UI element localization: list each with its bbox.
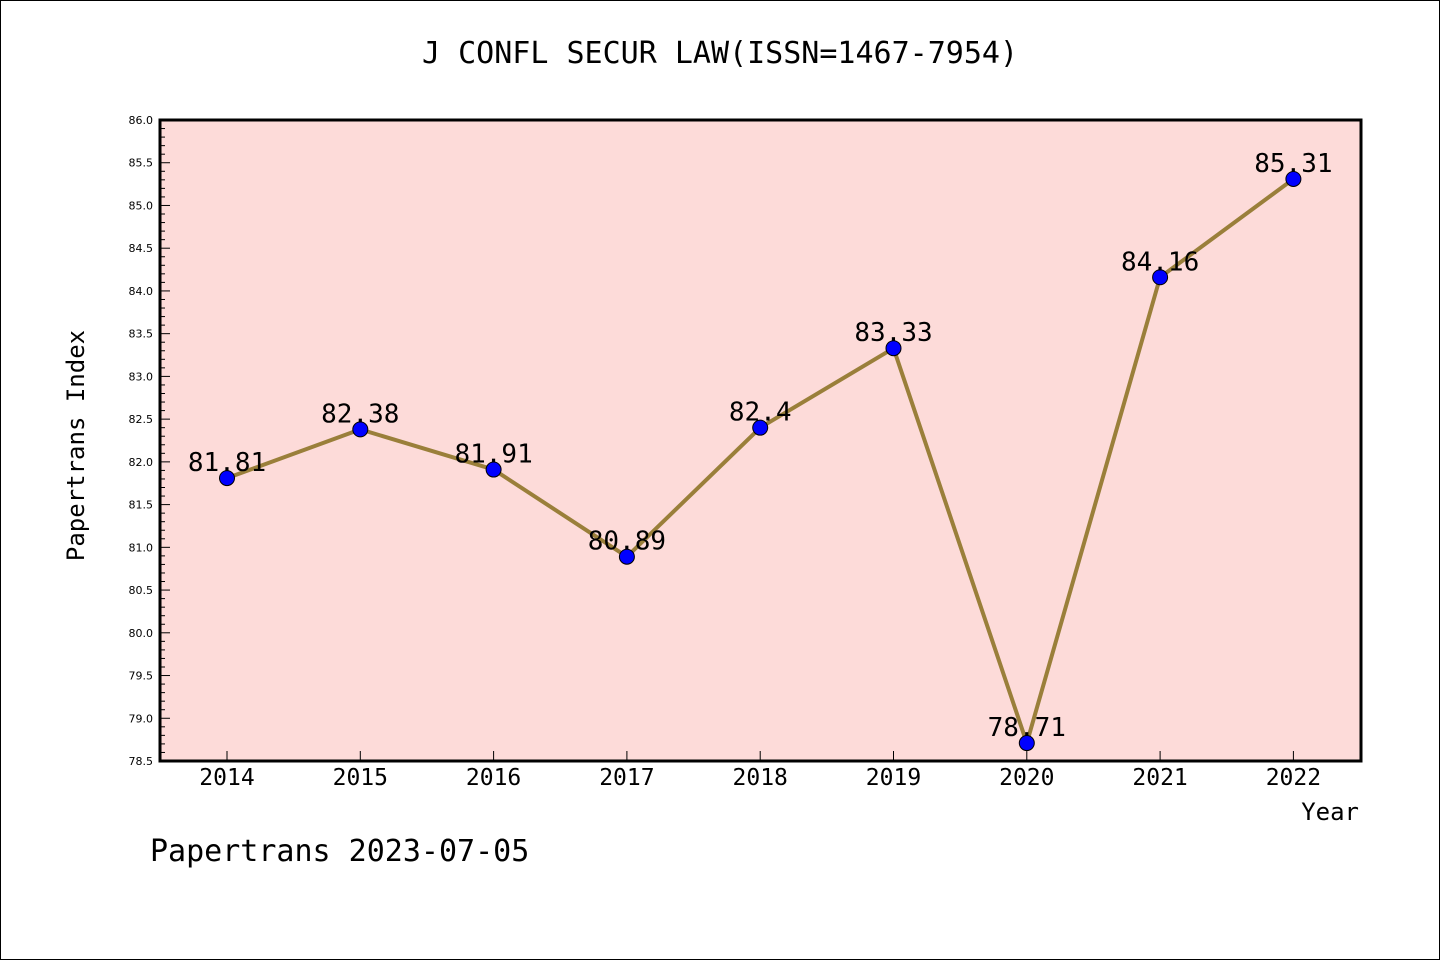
y-tick-label: 85.0 [129, 199, 154, 212]
y-tick-label: 83.0 [129, 370, 154, 383]
data-label: 81.81 [188, 448, 266, 478]
x-tick-label: 2016 [466, 765, 521, 791]
data-labels: 81.81 82.38 81.91 80.89 82.4 83.33 78.71 84.16 8… [188, 149, 1333, 743]
data-label: 81.91 [454, 440, 532, 470]
data-markers [219, 170, 1302, 752]
y-tick-label: 80.0 [129, 627, 154, 640]
data-label: 80.89 [588, 527, 666, 557]
data-point [485, 461, 502, 478]
y-tick-label: 79.5 [129, 670, 154, 683]
y-tick-label: 82.0 [129, 456, 154, 469]
y-tick-label: 86.0 [129, 114, 154, 127]
data-label: 82.4 [729, 398, 792, 428]
chart-title: J CONFL SECUR LAW(ISSN=1467-7954) [421, 36, 1019, 71]
data-label: 83.33 [854, 318, 932, 348]
x-tick-label: 2017 [599, 765, 654, 791]
data-point [885, 340, 902, 357]
data-point [752, 419, 769, 436]
data-label: 78.71 [988, 713, 1066, 743]
y-tick-label: 84.0 [129, 285, 154, 298]
data-point [1285, 170, 1302, 187]
y-tick-label: 80.5 [129, 584, 154, 597]
x-tick-label: 2022 [1266, 765, 1321, 791]
data-point [219, 470, 235, 487]
x-tick-label: 2018 [733, 765, 788, 791]
x-tick-label: 2021 [1132, 765, 1187, 791]
footer-text: Papertrans 2023-07-05 [150, 834, 530, 869]
y-tick-label: 78.5 [129, 755, 154, 768]
y-tick-label: 84.5 [129, 242, 154, 255]
y-axis-label: Papertrans Index [62, 330, 90, 561]
x-tick-label: 2014 [199, 765, 254, 791]
x-tick-label: 2020 [999, 765, 1054, 791]
x-axis-label: Year [1301, 798, 1359, 826]
x-tick-label: 2019 [866, 765, 921, 791]
plot-area [160, 120, 1361, 761]
data-point [618, 548, 635, 565]
x-tick-label: 2015 [333, 765, 388, 791]
data-point [1152, 269, 1169, 286]
data-label: 85.31 [1254, 149, 1332, 179]
data-point [1018, 735, 1035, 752]
y-tick-label: 82.5 [129, 413, 154, 426]
plot-border [158, 118, 1363, 763]
data-point [352, 421, 369, 438]
data-label: 82.38 [321, 399, 399, 429]
x-axis: 2014 2015 2016 2017 2018 2019 2020 2021 2022 [199, 751, 1321, 791]
y-tick-label: 79.0 [129, 712, 154, 725]
y-axis: 78.5 79.0 79.5 80.0 80.5 81.0 81.5 82.0 82.5 83.0… [129, 114, 170, 768]
data-label: 84.16 [1121, 247, 1199, 277]
y-tick-label: 81.5 [129, 499, 154, 512]
y-tick-label: 81.0 [129, 541, 154, 554]
y-tick-label: 83.5 [129, 328, 154, 341]
y-tick-label: 85.5 [129, 157, 154, 170]
